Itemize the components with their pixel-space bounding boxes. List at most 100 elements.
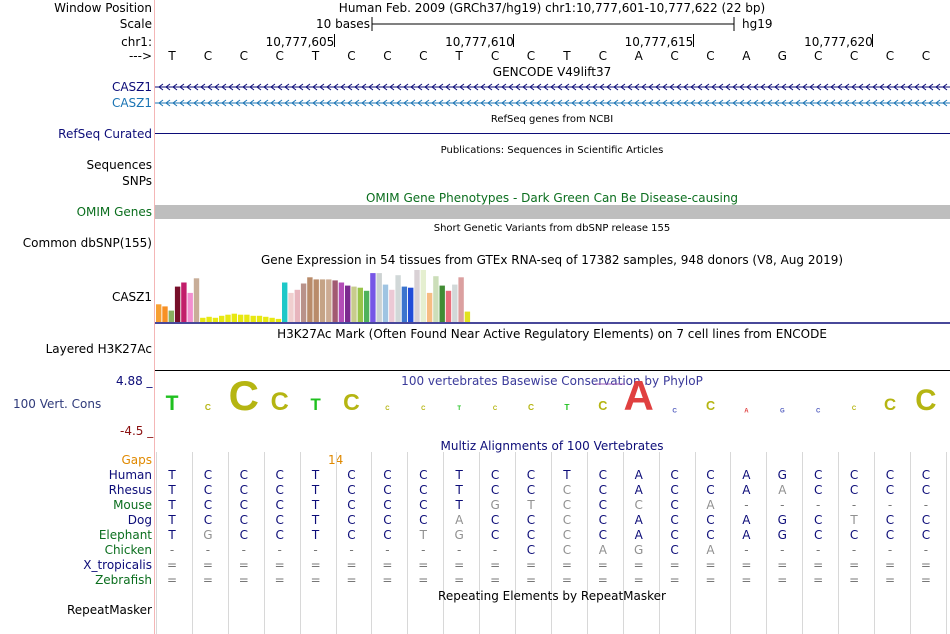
gtex-tissue-bar[interactable]: [307, 277, 313, 322]
gtex-tissue-bar[interactable]: [244, 314, 250, 322]
gtex-bar-chart[interactable]: [155, 268, 950, 326]
gtex-tissue-bar[interactable]: [439, 285, 445, 322]
gtex-tissue-bar[interactable]: [187, 292, 193, 322]
gtex-tissue-bar[interactable]: [181, 282, 187, 323]
refseq-label[interactable]: RefSeq Curated: [58, 127, 152, 141]
gencode-gene-label-1[interactable]: CASZ1: [111, 80, 152, 94]
alignment-base: =: [813, 558, 824, 572]
conservation-label[interactable]: 100 Vert. Cons: [13, 397, 102, 411]
gtex-tissue-bar[interactable]: [193, 278, 200, 322]
alignment-base: =: [166, 558, 178, 572]
gtex-tissue-bar[interactable]: [162, 306, 168, 322]
gtex-tissue-bar[interactable]: [275, 318, 282, 322]
species-label[interactable]: Mouse: [113, 498, 152, 512]
species-label[interactable]: Rhesus: [108, 483, 152, 497]
omim-label[interactable]: OMIM Genes: [76, 205, 152, 219]
gtex-tissue-bar[interactable]: [445, 290, 452, 322]
gtex-tissue-bar[interactable]: [401, 286, 408, 322]
alignment-grid-line: [335, 452, 337, 634]
gtex-tissue-bar[interactable]: [433, 276, 439, 322]
gencode-gene-models[interactable]: [155, 80, 950, 110]
alignment-base: C: [849, 483, 859, 497]
alignment-base: -: [349, 543, 354, 557]
alignment-base: G: [490, 498, 500, 512]
gtex-tissue-bar[interactable]: [231, 313, 237, 322]
alignment-base: T: [455, 468, 463, 482]
alignment-grid-line: [874, 452, 875, 634]
alignment-base: -: [780, 498, 785, 512]
alignment-grid-line: [407, 452, 409, 634]
gtex-tissue-bar[interactable]: [345, 285, 351, 322]
gtex-tissue-bar[interactable]: [256, 315, 263, 322]
species-label[interactable]: Zebrafish: [95, 573, 152, 587]
gtex-tissue-bar[interactable]: [200, 317, 206, 322]
gtex-tissue-bar[interactable]: [319, 279, 326, 322]
alignment-base: =: [849, 558, 860, 572]
gtex-tissue-bar[interactable]: [370, 273, 376, 322]
dbsnp-label[interactable]: Common dbSNP(155): [22, 236, 152, 250]
gtex-tissue-bar[interactable]: [288, 292, 294, 322]
alignment-base: G: [203, 528, 213, 542]
gtex-tissue-bar[interactable]: [332, 280, 338, 322]
gtex-tissue-bar[interactable]: [420, 270, 426, 322]
gtex-tissue-bar[interactable]: [452, 284, 458, 322]
alignment-base: C: [921, 513, 931, 527]
gtex-tissue-bar[interactable]: [313, 279, 319, 322]
alignment-base: T: [168, 498, 176, 512]
h3k27ac-baseline: [155, 370, 950, 371]
gtex-tissue-bar[interactable]: [395, 275, 401, 322]
gtex-tissue-bar[interactable]: [212, 317, 219, 322]
ruler-tick: [333, 34, 335, 47]
gtex-tissue-bar[interactable]: [225, 314, 231, 322]
alignment-base: C: [239, 498, 248, 512]
gtex-tissue-bar[interactable]: [363, 290, 370, 322]
gtex-tissue-bar[interactable]: [408, 287, 414, 322]
gtex-tissue-bar[interactable]: [282, 282, 288, 323]
gtex-tissue-bar[interactable]: [174, 286, 181, 322]
gtex-tissue-bar[interactable]: [376, 273, 382, 322]
species-label[interactable]: X_tropicalis: [83, 558, 152, 572]
refseq-gene-line[interactable]: [155, 133, 950, 134]
gtex-tissue-bar[interactable]: [326, 279, 332, 322]
species-label[interactable]: Elephant: [98, 528, 152, 542]
h3k27ac-label[interactable]: Layered H3K27Ac: [45, 342, 152, 356]
gtex-tissue-bar[interactable]: [300, 283, 307, 323]
species-label[interactable]: Human: [108, 468, 152, 482]
gtex-tissue-bar[interactable]: [389, 289, 395, 322]
alignment-base: =: [633, 558, 644, 572]
ruler-base: T: [563, 49, 571, 63]
gtex-tissue-bar[interactable]: [426, 292, 433, 322]
gtex-tissue-bar[interactable]: [156, 304, 162, 322]
gtex-tissue-bar[interactable]: [338, 282, 345, 323]
gtex-tissue-bar[interactable]: [382, 284, 389, 322]
ruler-base: C: [921, 49, 931, 63]
gtex-tissue-bar[interactable]: [168, 310, 174, 322]
species-label[interactable]: Chicken: [104, 543, 152, 557]
gene-2-strand-chevrons: [158, 99, 948, 107]
gtex-tissue-bar[interactable]: [269, 317, 275, 322]
alignment-base: C: [347, 528, 356, 542]
gtex-label[interactable]: CASZ1: [111, 290, 152, 304]
conservation-logo-letter: C: [493, 406, 498, 412]
gtex-tissue-bar[interactable]: [263, 316, 269, 322]
alignment-base: =: [310, 558, 321, 572]
species-label[interactable]: Dog: [127, 513, 152, 527]
repeatmasker-label[interactable]: RepeatMasker: [66, 603, 152, 617]
alignment-base: T: [563, 468, 571, 482]
gtex-tissue-bar[interactable]: [294, 289, 300, 322]
snps-label[interactable]: SNPs: [122, 174, 152, 188]
gencode-gene-label-2[interactable]: CASZ1: [111, 96, 152, 110]
gtex-tissue-bar[interactable]: [464, 311, 471, 322]
alignment-base: C: [849, 468, 859, 482]
omim-feature-bar[interactable]: [155, 205, 950, 219]
gtex-tissue-bar[interactable]: [250, 315, 256, 322]
gtex-tissue-bar[interactable]: [206, 316, 212, 322]
sequences-label[interactable]: Sequences: [86, 158, 152, 172]
gtex-tissue-bar[interactable]: [219, 315, 225, 322]
gtex-tissue-bar[interactable]: [414, 270, 420, 322]
gtex-tissue-bar[interactable]: [237, 314, 244, 322]
gtex-tissue-bar[interactable]: [357, 287, 363, 322]
gtex-tissue-bar[interactable]: [351, 286, 357, 322]
gtex-tissue-bar[interactable]: [458, 277, 464, 322]
